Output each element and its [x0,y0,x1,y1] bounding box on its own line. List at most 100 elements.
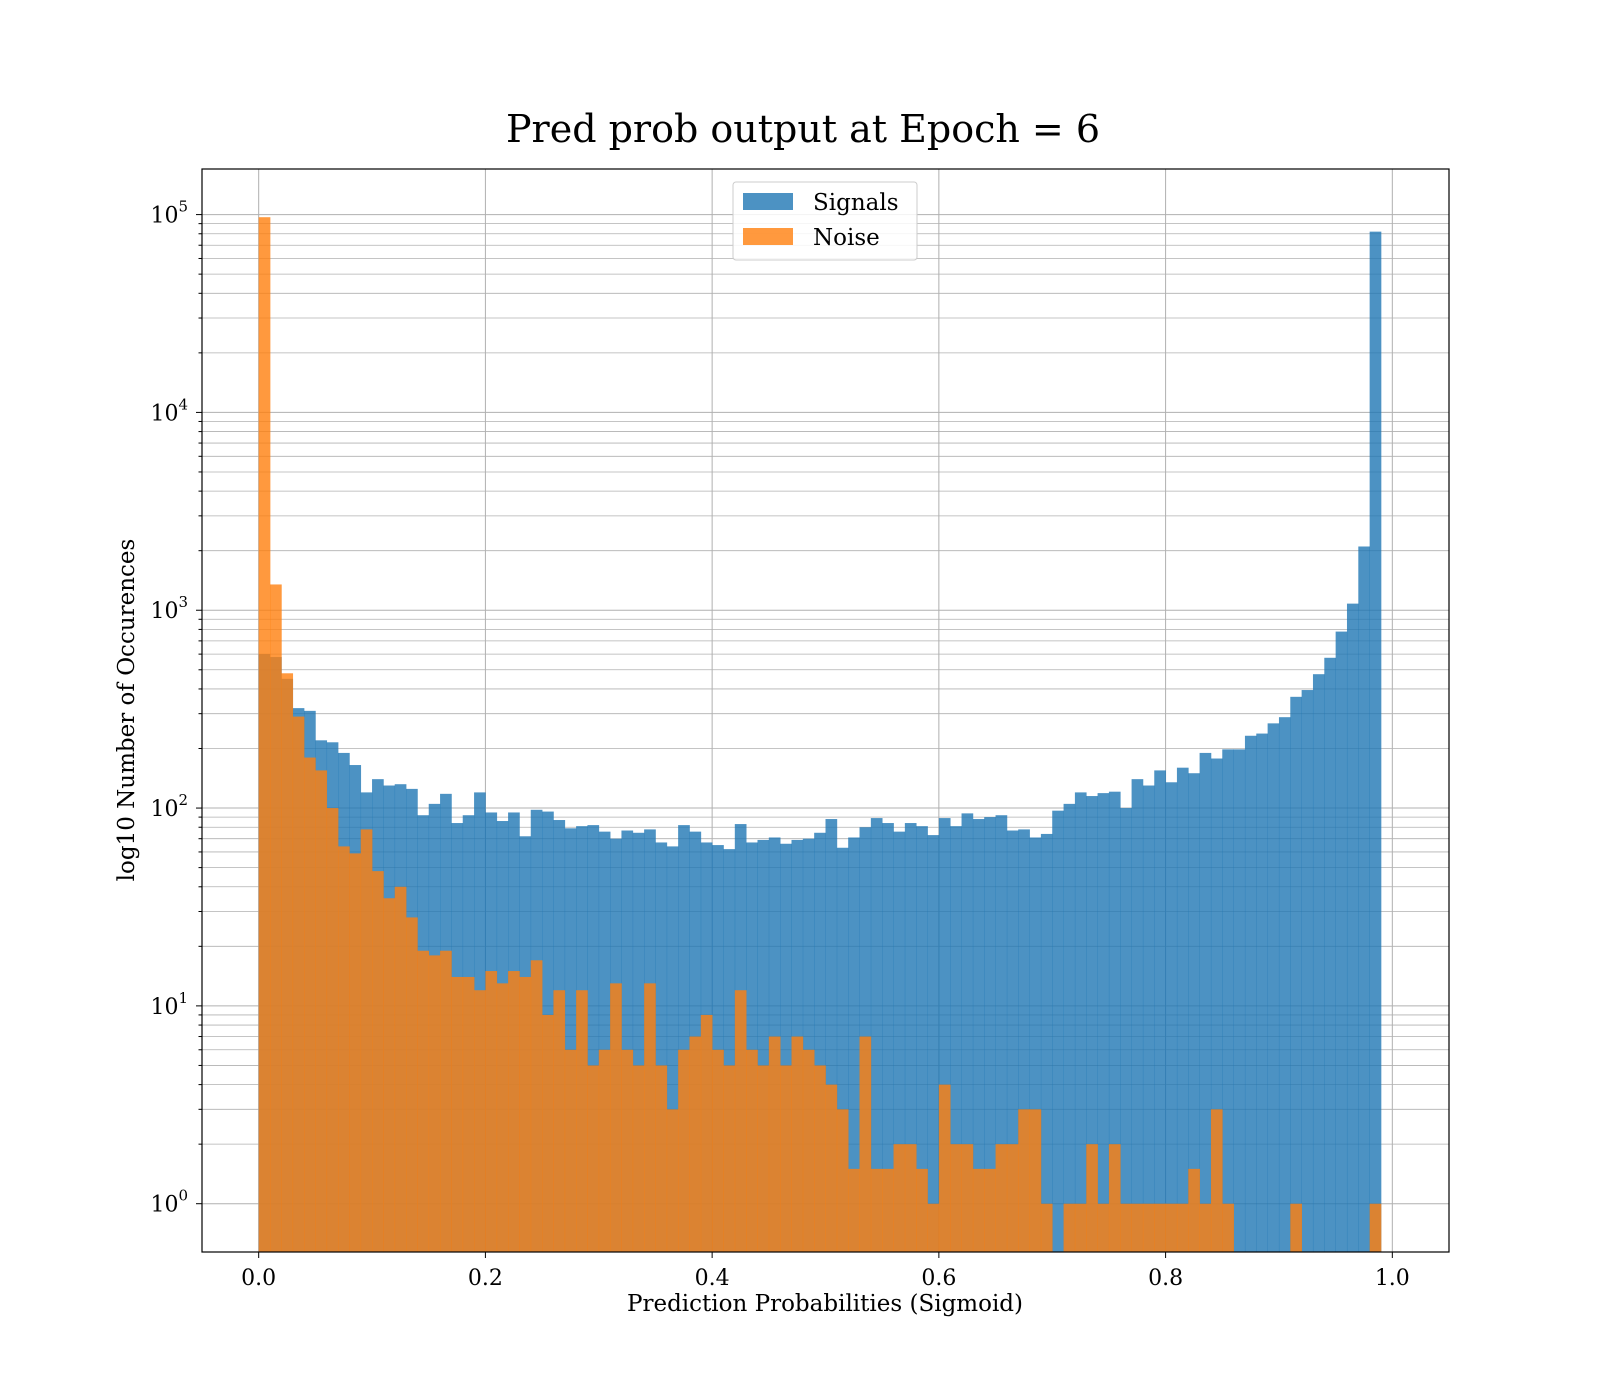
bar-noise [1018,1109,1030,1252]
bar-signals [1256,733,1268,1252]
bar-noise [746,1049,758,1252]
bar-signals [587,825,600,1252]
bar-signals [1074,792,1087,1252]
bar-noise [1290,1203,1302,1252]
bar-noise [836,1109,849,1252]
bar-noise [848,1168,860,1252]
bar-signals [666,846,679,1252]
bar-signals [961,813,974,1252]
bar-signals [848,837,860,1252]
bar-noise [927,1203,940,1252]
bar-signals [1188,773,1200,1252]
bar-noise [417,950,430,1252]
bar-signals [870,818,883,1252]
bar-noise [621,1049,634,1252]
bar-signals [723,849,736,1252]
y-tick-label: 100 [150,1187,188,1218]
bar-noise [678,1049,690,1252]
bar-noise [1176,1203,1189,1252]
bar-noise [995,1144,1008,1252]
bar-noise [882,1168,894,1252]
legend-label-signals: Signals [813,190,899,216]
bar-noise [576,990,588,1252]
bar-signals [916,826,928,1252]
bar-signals [757,839,770,1252]
x-tick-label: 0.8 [1148,1266,1183,1291]
y-axis-label: log10 Number of Occurences [114,539,140,882]
bar-signals [1131,779,1144,1252]
bar-signals [1097,793,1110,1252]
bar-signals [598,831,611,1252]
y-axis-ticks: 100 101 102 103 104 105 [150,198,202,1218]
bar-noise [372,871,384,1252]
x-axis-label: Prediction Probabilities (Sigmoid) [627,1291,1023,1317]
legend-swatch-noise [743,228,793,245]
bar-noise [1199,1203,1212,1252]
bar-noise [519,976,532,1252]
bar-signals [1369,231,1382,1253]
bar-signals [678,825,690,1252]
x-tick-label: 0.2 [468,1266,503,1291]
bar-noise [315,770,328,1252]
bar-signals [632,832,645,1252]
bar-noise [530,960,543,1252]
bar-noise [553,990,566,1252]
bar-noise [1108,1144,1121,1252]
bar-signals [1301,690,1314,1252]
bar-noise [292,716,305,1252]
bar-noise [474,990,486,1252]
bar-noise [870,1168,883,1252]
legend: Signals Noise [732,181,918,261]
bar-signals [1040,833,1053,1252]
x-tick-label: 0.6 [921,1266,956,1291]
bar-noise [712,1049,724,1252]
bar-signals [1346,603,1359,1252]
bar-signals [1244,735,1257,1252]
bar-noise [757,1065,770,1252]
bar-noise [893,1144,906,1252]
x-tick-label: 0.0 [241,1266,276,1291]
bar-signals [1165,782,1178,1252]
bar-noise [258,217,271,1253]
bar-signals [780,843,792,1252]
bar-noise [984,1168,996,1252]
bar-noise [655,1065,668,1252]
bar-signals [1199,752,1212,1252]
bar-noise [587,1065,600,1252]
bar-signals [893,831,906,1252]
bar-noise [689,1036,702,1252]
bar-signals [950,826,962,1252]
bar-noise [1131,1203,1144,1252]
bar-noise [496,983,509,1252]
bar-noise [938,1084,951,1252]
bar-signals [972,819,985,1252]
bar-signals [1222,749,1234,1252]
bar-signals [836,847,849,1252]
bar-noise [564,1049,577,1252]
bar-noise [814,1065,826,1252]
bar-noise [1222,1203,1234,1252]
bar-signals [1052,810,1064,1252]
bar-signals [1233,749,1246,1252]
bar-noise [542,1014,554,1252]
bar-noise [1188,1168,1200,1252]
y-tick-label: 101 [150,989,188,1020]
bar-signals [927,835,940,1252]
bar-noise [1097,1203,1110,1252]
bar-noise [304,757,316,1252]
bar-noise [440,950,452,1252]
bar-signals [1335,631,1348,1252]
bar-signals [802,838,815,1252]
bar-noise [451,976,464,1252]
bar-noise [462,976,475,1252]
bar-signals [1176,767,1189,1252]
bar-noise [768,1036,781,1252]
bar-signals [882,823,894,1252]
bar-noise [428,955,441,1252]
bar-noise [700,1014,713,1252]
bar-signals [1142,785,1155,1252]
bar-noise [802,1049,815,1252]
bar-noise [666,1109,679,1252]
bar-signals [825,819,838,1252]
bar-noise [1040,1203,1053,1252]
